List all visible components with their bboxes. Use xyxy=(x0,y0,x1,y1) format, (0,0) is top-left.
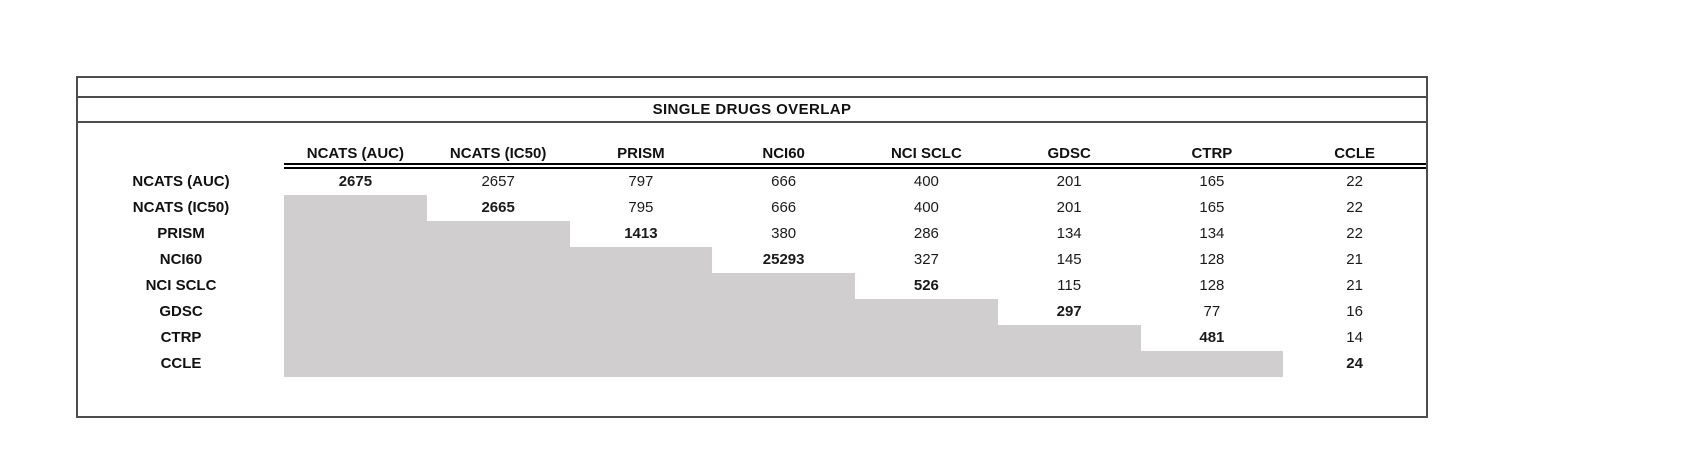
column-header-3: PRISM xyxy=(569,141,713,169)
matrix-cell-r4-c5: 327 xyxy=(913,251,939,268)
matrix-cell-r1-c1: 2675 xyxy=(338,173,373,190)
column-header-5: NCI SCLC xyxy=(855,141,998,169)
matrix-cell-r6-c1 xyxy=(284,299,427,325)
matrix-cell-r8-c4 xyxy=(712,351,855,377)
matrix-cell-r3-c8: 22 xyxy=(1346,225,1363,242)
matrix-cell-r2-c6: 201 xyxy=(1056,199,1082,216)
matrix-cell-r3-c1 xyxy=(284,221,427,247)
matrix-cell-r8-c5 xyxy=(855,351,998,377)
matrix-cell-r1-c7: 165 xyxy=(1199,173,1225,190)
matrix-cell-r4-c1 xyxy=(284,247,427,273)
matrix-cell-r3-c7: 134 xyxy=(1199,225,1225,242)
matrix-cell-r8-c3 xyxy=(569,351,713,377)
row-label-7: CTRP xyxy=(160,329,202,346)
matrix-cell-r5-c5: 526 xyxy=(913,277,939,294)
matrix-cell-r1-c8: 22 xyxy=(1346,173,1363,190)
matrix-cell-r8-c7 xyxy=(1140,351,1284,377)
matrix-cell-r2-c4: 666 xyxy=(771,199,797,216)
matrix-cell-r2-c2: 2665 xyxy=(481,199,515,216)
matrix-cell-r6-c4 xyxy=(712,299,855,325)
overlap-matrix: NCATS (AUC) NCATS (IC50) PRISM NCI60 NCI SCL… xyxy=(78,141,1426,377)
table-area: NCATS (AUC) NCATS (IC50) PRISM NCI60 NCI SCL… xyxy=(78,123,1426,377)
matrix-cell-r2-c8: 22 xyxy=(1346,199,1363,216)
matrix-cell-r3-c5: 286 xyxy=(913,225,939,242)
header-corner-cell xyxy=(78,141,284,169)
matrix-cell-r6-c3 xyxy=(569,299,713,325)
matrix-cell-r1-c6: 201 xyxy=(1056,173,1082,190)
top-spacer-band xyxy=(78,78,1426,98)
matrix-cell-r2-c1 xyxy=(284,195,427,221)
matrix-cell-r6-c2 xyxy=(426,299,570,325)
matrix-cell-r5-c1 xyxy=(284,273,427,299)
column-header-6: GDSC xyxy=(997,141,1141,169)
overlap-table-frame: SINGLE DRUGS OVERLAP NCATS (AUC) NCATS (I… xyxy=(76,76,1428,418)
matrix-cell-r8-c2 xyxy=(426,351,570,377)
matrix-cell-r8-c1 xyxy=(284,351,427,377)
matrix-cell-r6-c7: 77 xyxy=(1203,303,1221,320)
row-label-1: NCATS (AUC) xyxy=(132,173,230,190)
matrix-cell-r2-c5: 400 xyxy=(913,199,939,216)
matrix-cell-r3-c6: 134 xyxy=(1056,225,1082,242)
matrix-cell-r3-c2 xyxy=(426,221,570,247)
matrix-cell-r5-c4 xyxy=(712,273,855,299)
matrix-cell-r4-c7: 128 xyxy=(1199,251,1225,268)
column-header-8: CCLE xyxy=(1283,141,1426,169)
column-header-2: NCATS (IC50) xyxy=(426,141,570,169)
column-header-4: NCI60 xyxy=(712,141,855,169)
matrix-cell-r4-c2 xyxy=(426,247,570,273)
matrix-cell-r1-c5: 400 xyxy=(913,173,939,190)
matrix-cell-r4-c3 xyxy=(569,247,713,273)
matrix-cell-r2-c7: 165 xyxy=(1199,199,1225,216)
row-label-3: PRISM xyxy=(157,225,205,242)
matrix-cell-r6-c8: 16 xyxy=(1346,303,1363,320)
matrix-cell-r6-c6: 297 xyxy=(1056,303,1082,320)
matrix-cell-r5-c7: 128 xyxy=(1199,277,1225,294)
matrix-cell-r3-c3: 1413 xyxy=(624,225,658,242)
matrix-cell-r7-c1 xyxy=(284,325,427,351)
column-header-7: CTRP xyxy=(1140,141,1284,169)
matrix-cell-r6-c5 xyxy=(855,299,998,325)
matrix-cell-r8-c6 xyxy=(997,351,1141,377)
matrix-cell-r1-c4: 666 xyxy=(771,173,797,190)
row-label-2: NCATS (IC50) xyxy=(132,199,230,216)
matrix-cell-r5-c6: 115 xyxy=(1057,277,1082,294)
matrix-cell-r1-c2: 2657 xyxy=(481,173,515,190)
matrix-cell-r7-c4 xyxy=(712,325,855,351)
matrix-cell-r7-c8: 14 xyxy=(1346,329,1363,346)
row-label-8: CCLE xyxy=(160,355,202,372)
matrix-cell-r7-c5 xyxy=(855,325,998,351)
matrix-cell-r4-c6: 145 xyxy=(1056,251,1082,268)
row-label-5: NCI SCLC xyxy=(145,277,217,294)
row-label-6: GDSC xyxy=(159,303,203,320)
table-title: SINGLE DRUGS OVERLAP xyxy=(78,98,1426,123)
matrix-cell-r8-c8: 24 xyxy=(1346,355,1363,372)
matrix-cell-r3-c4: 380 xyxy=(771,225,797,242)
row-label-4: NCI60 xyxy=(159,251,203,268)
matrix-cell-r5-c3 xyxy=(569,273,713,299)
matrix-cell-r4-c8: 21 xyxy=(1346,251,1363,268)
matrix-cell-r5-c8: 21 xyxy=(1346,277,1363,294)
matrix-cell-r5-c2 xyxy=(426,273,570,299)
matrix-cell-r7-c3 xyxy=(569,325,713,351)
matrix-cell-r7-c7: 481 xyxy=(1199,329,1225,346)
matrix-cell-r7-c2 xyxy=(426,325,570,351)
column-header-1: NCATS (AUC) xyxy=(284,141,427,169)
matrix-cell-r7-c6 xyxy=(997,325,1141,351)
matrix-cell-r1-c3: 797 xyxy=(628,173,654,190)
matrix-cell-r2-c3: 795 xyxy=(628,199,654,216)
matrix-cell-r4-c4: 25293 xyxy=(762,251,805,268)
